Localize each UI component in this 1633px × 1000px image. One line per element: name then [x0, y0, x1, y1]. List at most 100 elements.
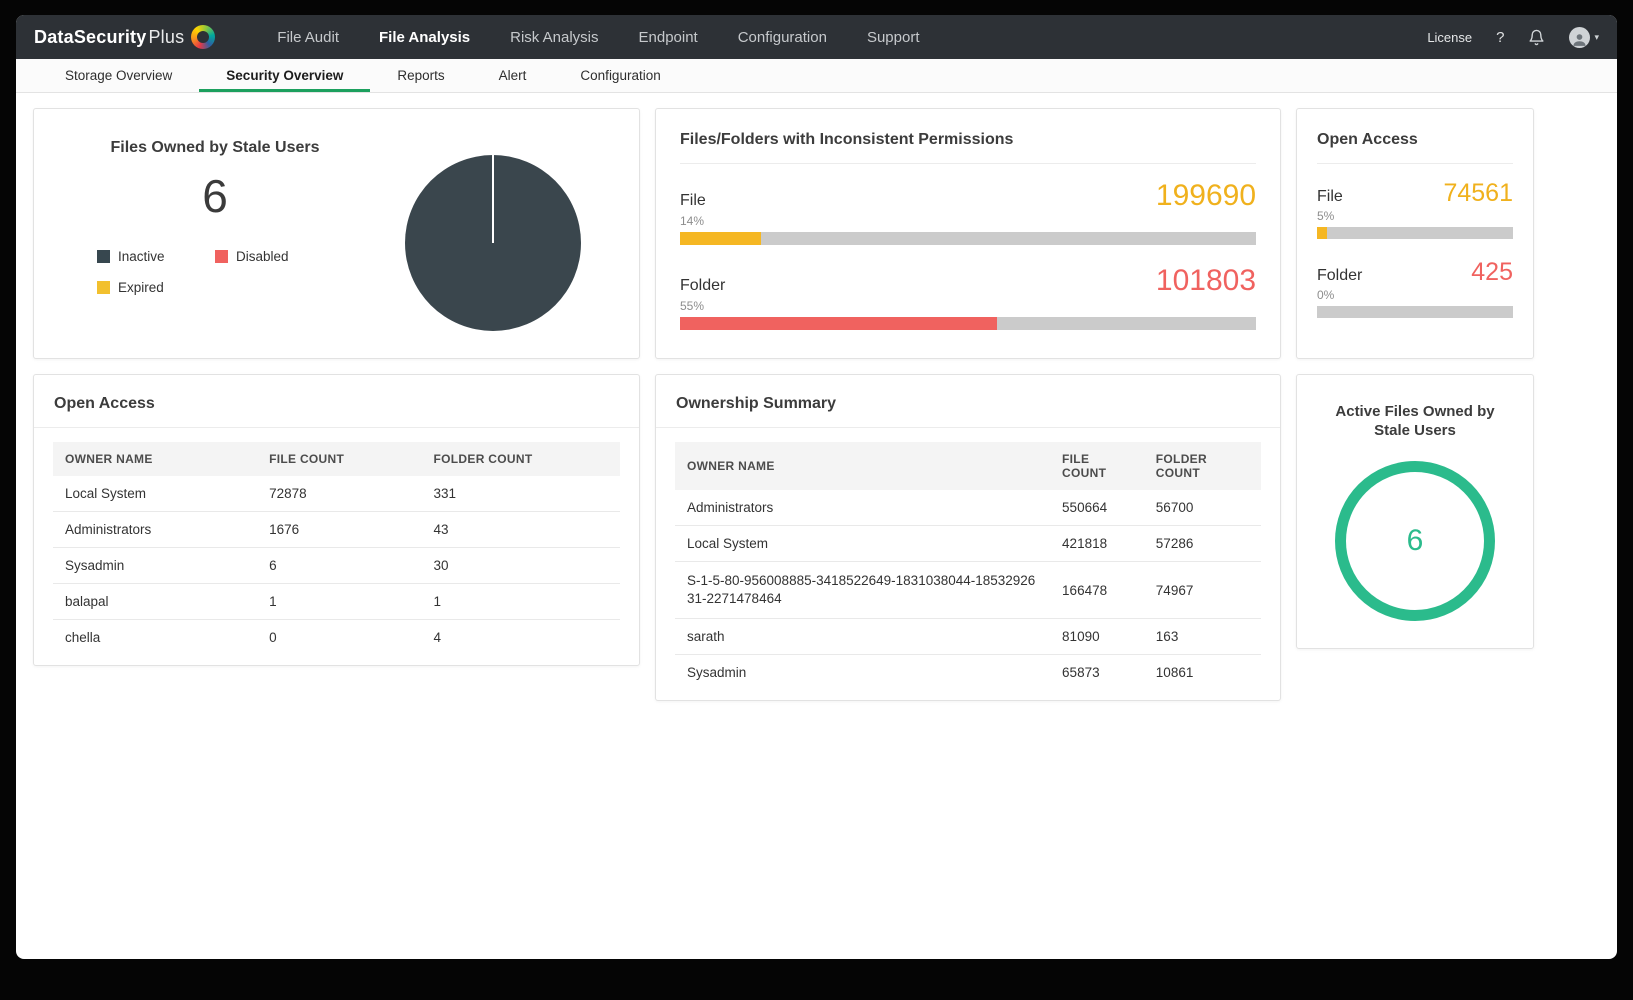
metric-percent: 5% [1317, 209, 1335, 223]
stale-users-pie-chart [404, 155, 581, 331]
stale-users-count: 6 [202, 170, 228, 222]
cell-owner: S-1-5-80-956008885-3418522649-1831038044… [675, 561, 1051, 620]
card-title: Open Access [34, 395, 639, 428]
card-title: Open Access [1317, 131, 1513, 164]
notifications-bell-icon[interactable] [1528, 29, 1545, 46]
col-owner-name: OWNER NAME [53, 442, 258, 476]
cell-owner: Local System [53, 476, 258, 512]
tab-alert[interactable]: Alert [498, 68, 527, 83]
cell-owner: sarath [675, 618, 1051, 656]
active-stale-count: 6 [1406, 523, 1424, 557]
stale-users-card: Files Owned by Stale Users 6 Inactive Di… [33, 108, 640, 359]
progress-bar-fill [680, 317, 997, 330]
col-folder-count: FOLDER COUNT [1143, 442, 1261, 490]
progress-bar-track [680, 232, 1256, 245]
progress-bar-track [1317, 306, 1513, 318]
card-title: Files Owned by Stale Users [110, 139, 320, 156]
cell-files: 6 [257, 547, 422, 584]
metric-label: File [680, 192, 706, 209]
col-owner-name: OWNER NAME [675, 442, 1051, 490]
folder-metric: Folder 425 0% [1317, 260, 1513, 318]
table-row: balapal 1 1 [53, 583, 620, 620]
brand-name-bold: DataSecurity [34, 26, 147, 47]
cell-folders: 30 [421, 547, 620, 584]
pie-legend: Inactive Disabled Expired [97, 249, 333, 295]
nav-risk-analysis[interactable]: Risk Analysis [510, 28, 599, 46]
pie-chart-area [370, 139, 615, 338]
cell-files: 72878 [257, 476, 422, 512]
metric-percent: 55% [680, 299, 705, 313]
table-row: Sysadmin 65873 10861 [675, 655, 1261, 691]
tab-configuration[interactable]: Configuration [580, 68, 661, 83]
legend-swatch [97, 281, 110, 294]
app-window: DataSecurity Plus File Audit File Analysi… [16, 15, 1617, 959]
cell-folders: 331 [421, 476, 620, 512]
cell-owner: Sysadmin [687, 665, 747, 681]
user-avatar-icon [1569, 26, 1591, 48]
table-row: chella 0 4 [53, 620, 620, 656]
open-access-table: OWNER NAME FILE COUNT FOLDER COUNT Local… [53, 442, 620, 655]
nav-file-audit[interactable]: File Audit [277, 28, 339, 46]
tab-storage-overview[interactable]: Storage Overview [65, 68, 173, 83]
open-access-metrics-card: Open Access File 74561 5% Folder 425 [1296, 108, 1534, 359]
brand-name-light: Plus [148, 26, 185, 47]
stale-users-summary: Files Owned by Stale Users 6 Inactive Di… [60, 139, 370, 338]
cell-owner: Administrators [53, 511, 258, 548]
card-title: Active Files Owned by Stale Users [1335, 403, 1495, 439]
legend-label: Expired [118, 280, 164, 295]
cell-files: 1676 [257, 511, 422, 548]
legend-label: Inactive [118, 249, 165, 264]
sub-nav: Storage Overview Security Overview Repor… [16, 59, 1617, 93]
user-menu[interactable]: ▾ [1569, 26, 1599, 48]
brand-swirl-icon [191, 25, 216, 49]
table-row: Local System 421818 57286 [675, 525, 1261, 562]
ownership-summary-card: Ownership Summary OWNER NAME FILE COUNT … [655, 374, 1281, 702]
inconsistent-permissions-card: Files/Folders with Inconsistent Permissi… [655, 108, 1281, 359]
table-row: Sysadmin 6 30 [53, 547, 620, 584]
cell-files: 166478 [1050, 561, 1144, 620]
metric-value: 101803 [1155, 264, 1256, 297]
cell-folders: 43 [421, 511, 620, 548]
legend-swatch [215, 250, 228, 263]
progress-bar-track [680, 317, 1256, 330]
cell-folders: 74967 [1143, 561, 1261, 620]
license-link[interactable]: License [1427, 29, 1473, 45]
ownership-summary-table: OWNER NAME FILE COUNT FOLDER COUNT Admin… [675, 442, 1261, 690]
legend-item-expired: Expired [97, 280, 215, 295]
cell-owner: Local System [675, 525, 1051, 562]
cell-folders: 4 [433, 630, 442, 645]
top-right-actions: License ? ▾ [1427, 26, 1599, 48]
metric-percent: 0% [1317, 288, 1335, 302]
col-folder-count: FOLDER COUNT [421, 442, 620, 476]
cell-folders: 163 [1143, 618, 1261, 656]
nav-endpoint[interactable]: Endpoint [638, 28, 698, 46]
cell-folders: 56700 [1143, 490, 1261, 526]
pie-slice-divider [491, 155, 494, 243]
tab-reports[interactable]: Reports [397, 68, 445, 83]
file-metric: File 199690 14% [680, 181, 1256, 245]
metric-percent: 14% [680, 214, 705, 228]
chevron-down-icon: ▾ [1594, 31, 1599, 42]
brand-text: DataSecurity Plus [34, 27, 184, 48]
progress-bar-fill [680, 232, 761, 245]
brand-logo[interactable]: DataSecurity Plus [34, 25, 216, 49]
legend-swatch [97, 250, 110, 263]
legend-item-inactive: Inactive [97, 249, 215, 264]
metric-label: Folder [1317, 267, 1363, 284]
metric-label: File [1317, 188, 1343, 205]
table-header-row: OWNER NAME FILE COUNT FOLDER COUNT [53, 442, 620, 476]
table-row: Administrators 1676 43 [53, 511, 620, 548]
tab-security-overview[interactable]: Security Overview [199, 59, 370, 92]
nav-configuration[interactable]: Configuration [737, 28, 827, 46]
cell-files: 550664 [1050, 490, 1144, 526]
main-nav: File Audit File Analysis Risk Analysis E… [257, 15, 939, 59]
cell-files: 81090 [1050, 618, 1144, 656]
cell-folders: 57286 [1143, 525, 1261, 562]
nav-support[interactable]: Support [866, 28, 920, 46]
file-metric: File 74561 5% [1317, 181, 1513, 239]
open-access-table-card: Open Access OWNER NAME FILE COUNT FOLDER… [33, 374, 640, 666]
nav-file-analysis[interactable]: File Analysis [378, 28, 471, 46]
progress-bar-track [1317, 227, 1513, 239]
help-icon[interactable]: ? [1496, 28, 1505, 46]
table-row: Local System 72878 331 [53, 476, 620, 512]
